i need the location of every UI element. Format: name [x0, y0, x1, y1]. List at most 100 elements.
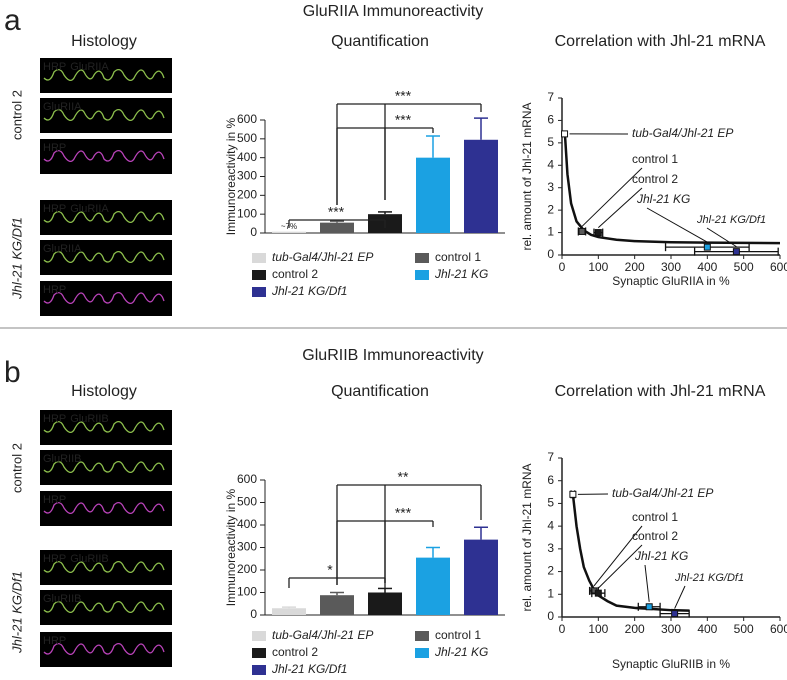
- stain-label: GluRIIB: [43, 453, 82, 465]
- y-tick-label: 6: [547, 473, 554, 487]
- bar: [416, 157, 450, 233]
- nerve-terminal: [43, 420, 165, 434]
- stain-label: GluRIIB: [43, 593, 82, 605]
- bar: [464, 539, 498, 615]
- y-tick-label: 0: [547, 247, 554, 261]
- y-tick-label: 500: [237, 495, 257, 509]
- y-tick-label: 600: [237, 112, 257, 126]
- micrograph: [40, 491, 172, 526]
- panel-letter: a: [4, 4, 21, 37]
- panel-letter: b: [4, 356, 21, 389]
- y-tick-label: 200: [237, 562, 257, 576]
- legend-label: tub-Gal4/Jhl-21 EP: [272, 250, 373, 264]
- annotation-arrow: [646, 207, 708, 243]
- fit-curve: [563, 133, 781, 245]
- x-tick-label: 500: [734, 260, 754, 274]
- x-tick-label: 600: [770, 260, 787, 274]
- stain-label: GluRIIB: [70, 413, 109, 425]
- stain-label: HRP: [43, 635, 66, 647]
- legend-label: control 2: [272, 267, 318, 281]
- x-axis-label: Synaptic GluRIIB in %: [612, 657, 730, 671]
- point: [671, 610, 679, 618]
- legend-swatch: [252, 270, 266, 280]
- bar: [368, 592, 402, 615]
- point-annotation: control 1: [632, 510, 678, 524]
- stain-label: HRP: [43, 142, 66, 154]
- y-tick-label: 2: [547, 202, 554, 216]
- y-tick-label: 3: [547, 541, 554, 555]
- panel-title: GluRIIB Immunoreactivity: [302, 347, 483, 364]
- y-tick-label: 1: [547, 225, 554, 239]
- legend-label: tub-Gal4/Jhl-21 EP: [272, 628, 373, 642]
- significance: ***: [328, 204, 345, 220]
- legend-label: Jhl-21 KG: [434, 267, 488, 281]
- bar: [416, 557, 450, 615]
- legend-swatch: [252, 665, 266, 675]
- nerve-terminal: [43, 291, 165, 305]
- point-annotation: control 2: [632, 172, 678, 186]
- nerve-terminal: [43, 108, 165, 122]
- y-tick-label: 0: [250, 225, 257, 239]
- micrograph: [40, 450, 172, 485]
- significance: ***: [395, 505, 412, 521]
- stain-label: HRP: [43, 61, 66, 73]
- micrograph: [40, 240, 172, 275]
- panel-title: GluRIIA Immunoreactivity: [303, 3, 484, 20]
- y-axis-label: Immunoreactivity in %: [224, 488, 238, 606]
- stain-label: GluRIIA: [43, 243, 82, 255]
- y-tick-label: 0: [250, 607, 257, 621]
- x-tick-label: 300: [661, 622, 681, 636]
- legend-swatch: [252, 648, 266, 658]
- y-tick-label: 5: [547, 135, 554, 149]
- nerve-terminal: [43, 68, 165, 82]
- x-tick-label: 500: [734, 622, 754, 636]
- chart-title: Correlation with Jhl-21 mRNA: [555, 33, 766, 50]
- stain-label: GluRIIA: [70, 203, 109, 215]
- legend-label: Jhl-21 KG: [434, 645, 488, 659]
- row-label: control 2: [9, 443, 24, 493]
- micrograph: [40, 410, 172, 445]
- y-tick-label: 200: [237, 188, 257, 202]
- legend-swatch: [415, 648, 429, 658]
- x-tick-label: 300: [661, 260, 681, 274]
- stain-label: HRP: [43, 203, 66, 215]
- nerve-terminal: [43, 210, 165, 224]
- point: [569, 490, 577, 498]
- point-annotation: Jhl-21 KG: [634, 549, 688, 563]
- legend-label: control 2: [272, 645, 318, 659]
- point: [561, 130, 569, 138]
- x-tick-label: 200: [625, 622, 645, 636]
- row-label: Jhl-21 KG/Df1: [9, 571, 24, 654]
- y-tick-label: 1: [547, 586, 554, 600]
- y-tick-label: 600: [237, 472, 257, 486]
- legend-label: control 1: [435, 250, 481, 264]
- row-label: Jhl-21 KG/Df1: [9, 217, 24, 300]
- point-annotation: control 1: [632, 152, 678, 166]
- nerve-terminal: [43, 600, 165, 614]
- point: [578, 227, 586, 235]
- legend-label: control 1: [435, 628, 481, 642]
- legend-label: Jhl-21 KG/Df1: [271, 284, 347, 298]
- y-tick-label: 100: [237, 585, 257, 599]
- legend-swatch: [415, 253, 429, 263]
- stain-label: GluRIIB: [70, 553, 109, 565]
- stain-label: HRP: [43, 494, 66, 506]
- x-tick-label: 100: [588, 622, 608, 636]
- y-tick-label: 400: [237, 150, 257, 164]
- y-tick-label: 6: [547, 113, 554, 127]
- x-axis-label: Synaptic GluRIIA in %: [612, 274, 730, 288]
- row-label: control 2: [9, 90, 24, 140]
- annotation-arrow: [581, 167, 643, 227]
- nerve-terminal: [43, 460, 165, 474]
- micrograph: [40, 632, 172, 667]
- point-annotation: Jhl-21 KG/Df1: [696, 214, 766, 226]
- micrograph: [40, 200, 172, 235]
- y-tick-label: 7: [547, 90, 554, 104]
- significance: ***: [395, 112, 412, 128]
- significance: ***: [395, 88, 412, 104]
- section-title: Histology: [71, 383, 137, 400]
- legend-swatch: [252, 253, 266, 263]
- point-annotation: Jhl-21 KG/Df1: [674, 572, 744, 584]
- legend-swatch: [415, 631, 429, 641]
